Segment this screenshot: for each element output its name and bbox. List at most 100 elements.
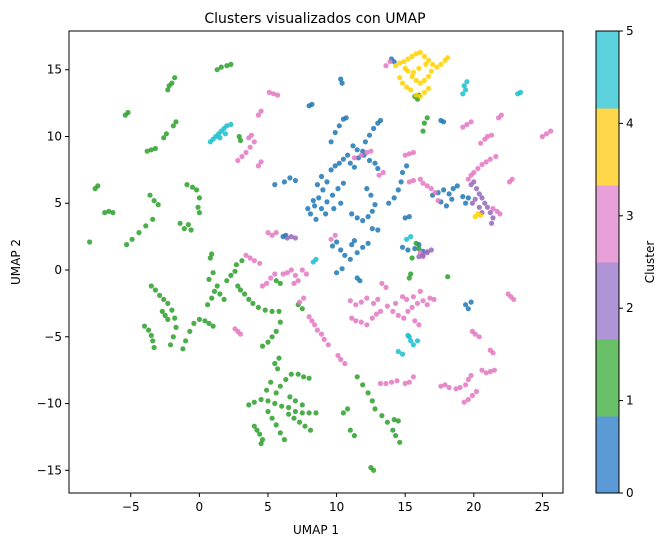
cluster-0-point: [347, 160, 353, 166]
cluster-0-point: [305, 206, 311, 212]
cluster-1-point: [188, 227, 194, 233]
cluster-1-point: [264, 387, 270, 393]
cluster-3-point: [410, 294, 416, 300]
cluster-1-point: [258, 441, 264, 447]
cluster-1-point: [269, 334, 275, 340]
cluster-2-point: [484, 204, 491, 210]
cluster-1-point: [106, 208, 112, 214]
cluster-3-point: [257, 260, 263, 266]
cluster-2-point: [420, 252, 426, 258]
cluster-1-point: [129, 236, 135, 242]
cluster-3-point: [498, 112, 504, 118]
cluster-3-point: [461, 399, 467, 405]
cluster-3-point: [478, 140, 484, 146]
cluster-4-point: [413, 77, 419, 83]
cluster-1-point: [196, 316, 202, 322]
cluster-3-point: [548, 128, 554, 134]
cluster-1-point: [301, 374, 307, 380]
cluster-3-point: [353, 318, 359, 324]
cluster-3-point: [410, 149, 416, 156]
cluster-1-point: [390, 427, 396, 433]
cluster-3-point: [299, 267, 305, 273]
cluster-3-point: [266, 89, 272, 95]
cluster-3-point: [417, 288, 423, 294]
cluster-1-point: [170, 334, 176, 340]
cluster-2-point: [469, 200, 475, 206]
cluster-2-point: [472, 196, 478, 202]
cluster-0-point: [362, 139, 368, 145]
cluster-1-point: [397, 439, 403, 445]
y-tick-label: 5: [54, 196, 62, 210]
cluster-3-point: [394, 378, 400, 384]
cluster-3-point: [358, 299, 364, 305]
cluster-1-point: [251, 399, 257, 405]
cluster-3-point: [235, 157, 241, 164]
cluster-2-point: [476, 204, 482, 210]
cluster-1-point: [273, 422, 279, 428]
cluster-4-point: [417, 80, 423, 86]
cluster-5-point: [408, 338, 414, 344]
cluster-0-point: [309, 101, 315, 107]
cluster-0-point: [318, 206, 325, 212]
cluster-4-point: [423, 61, 429, 67]
cluster-4-point: [425, 57, 432, 64]
cluster-1-point: [170, 123, 176, 129]
cluster-4-point: [445, 55, 451, 61]
cluster-1-point: [155, 202, 161, 208]
cluster-0-point: [365, 240, 371, 246]
cluster-3-point: [435, 198, 441, 204]
cluster-1-point: [165, 316, 171, 322]
cluster-1-point: [148, 147, 154, 153]
cluster-0-point: [336, 123, 342, 129]
cluster-5-point: [460, 91, 466, 97]
cluster-3-point: [401, 315, 407, 321]
cluster-1-point: [269, 415, 275, 421]
cluster-1-point: [191, 320, 197, 326]
cluster-3-point: [416, 322, 422, 328]
cluster-1-point: [206, 276, 212, 282]
cluster-3-point: [264, 280, 270, 286]
cluster-1-point: [228, 272, 234, 278]
cluster-1-point: [371, 467, 377, 473]
cluster-0-point: [328, 167, 334, 173]
x-tick-label: 20: [466, 500, 481, 514]
cluster-3-point: [268, 275, 274, 281]
cluster-3-point: [384, 303, 390, 309]
cluster-5-points: [207, 79, 524, 357]
cluster-3-point: [325, 342, 331, 348]
cluster-1-point: [141, 323, 148, 329]
cluster-0-point: [328, 139, 334, 145]
cluster-3-point: [453, 386, 459, 392]
cluster-3-point: [479, 367, 485, 373]
cluster-3-point: [387, 59, 393, 65]
cluster-0-point: [441, 119, 447, 125]
cluster-1-point: [255, 304, 261, 310]
cluster-2-point: [473, 186, 480, 192]
cluster-0-point: [369, 226, 375, 232]
cluster-3-point: [476, 334, 482, 340]
cluster-3-point: [314, 327, 320, 333]
cluster-1-point: [184, 182, 190, 188]
cluster-3-point: [269, 232, 275, 238]
cluster-3-point: [479, 161, 485, 168]
cluster-1-point: [87, 239, 93, 245]
cluster-5-point: [464, 79, 470, 85]
colorbar-tick-label: 2: [626, 301, 634, 315]
cluster-1-point: [269, 308, 275, 314]
cluster-1-point: [196, 195, 202, 201]
cluster-3-point: [460, 124, 466, 130]
cluster-0-point: [454, 183, 460, 189]
cluster-3-point: [358, 319, 364, 325]
cluster-1-point: [172, 75, 178, 81]
colorbar-segment-0: [596, 416, 619, 494]
cluster-2-point: [479, 195, 485, 201]
cluster-4-point: [410, 69, 416, 75]
cluster-3-point: [243, 149, 249, 156]
cluster-1-point: [125, 109, 131, 116]
cluster-5-point: [228, 121, 234, 128]
cluster-1-point: [187, 328, 193, 334]
cluster-3-point: [414, 300, 421, 306]
cluster-0-point: [354, 215, 360, 221]
cluster-3-point: [328, 236, 334, 242]
cluster-0-point: [398, 179, 404, 185]
